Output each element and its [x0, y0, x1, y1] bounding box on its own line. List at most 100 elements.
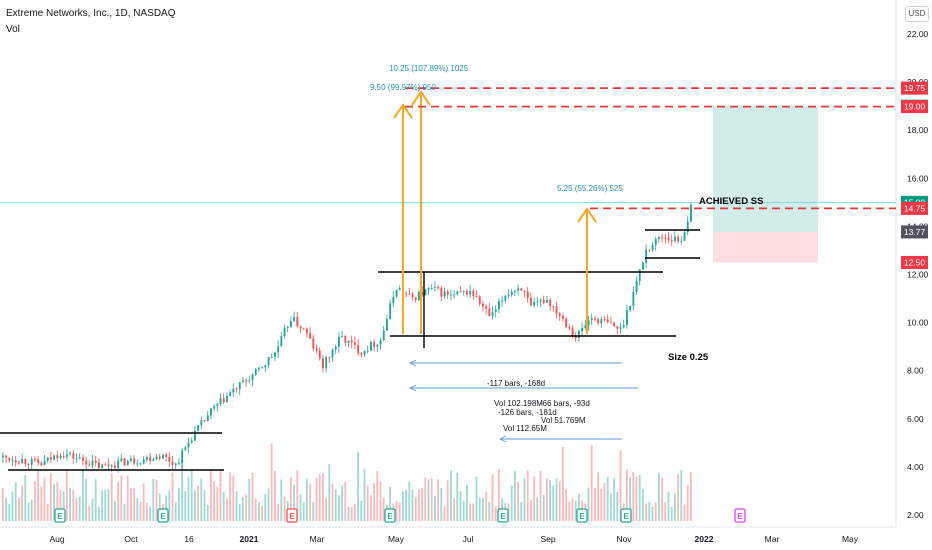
candle-body: [296, 317, 299, 327]
volume-bar: [376, 470, 379, 521]
volume-bar: [245, 494, 247, 521]
candle-body: [254, 369, 257, 375]
candle-body: [187, 442, 190, 448]
candle-body: [238, 381, 241, 390]
time-tick-label: Aug: [49, 534, 64, 544]
volume-bar: [85, 478, 87, 521]
bars-text-2: -66 bars, -93d: [540, 399, 590, 408]
candle-body: [658, 237, 660, 239]
candle-body: [446, 291, 449, 295]
size-label: Size 0.25: [668, 352, 709, 363]
candle-body: [459, 291, 462, 293]
candle-body: [261, 367, 264, 369]
volume-bar: [283, 496, 286, 521]
candle-body: [427, 288, 430, 290]
candle-body: [88, 464, 91, 466]
candle-body: [363, 350, 366, 355]
earnings-marker-box: [620, 508, 632, 523]
candle-body: [107, 464, 110, 467]
price-badge-label: 19.75: [904, 83, 926, 93]
candle-body: [91, 460, 94, 466]
volume-bar: [242, 497, 244, 521]
volume-bar: [546, 478, 548, 521]
candle-body: [360, 353, 363, 355]
candle-body: [574, 335, 577, 338]
volume-bar: [277, 503, 279, 521]
volume-bar: [290, 476, 292, 521]
volume-bar: [427, 479, 430, 521]
candle-body: [408, 293, 411, 295]
volume-bar: [66, 470, 68, 521]
candle-body: [683, 232, 686, 241]
price-tick-label: 22.00: [907, 29, 929, 39]
volume-bar: [418, 489, 420, 521]
candle-body: [462, 291, 465, 293]
candle-body: [526, 291, 529, 298]
volume-bar: [18, 498, 20, 521]
candle-body: [309, 332, 312, 339]
volume-bar: [587, 487, 590, 521]
candle-body: [27, 463, 30, 465]
price-tick-label: 2.00: [907, 510, 924, 520]
candle-body: [331, 349, 334, 358]
volume-bar: [75, 498, 78, 521]
indicator-label[interactable]: Vol: [6, 24, 20, 35]
candle-body: [600, 319, 603, 324]
candle-body: [50, 457, 52, 460]
candle-body: [523, 290, 526, 292]
candle-body: [491, 311, 494, 317]
volume-bar: [360, 500, 363, 521]
candle-body: [56, 455, 59, 459]
volume-bar: [552, 485, 555, 521]
candle-body: [677, 236, 680, 242]
candle-body: [11, 460, 14, 462]
candle-body: [382, 330, 385, 341]
volume-bar: [62, 491, 65, 521]
candle-body: [482, 303, 484, 307]
candle-body: [194, 430, 196, 441]
candle-body: [155, 456, 158, 460]
candle-body: [101, 464, 104, 469]
volume-bar: [434, 496, 436, 521]
candle-body: [520, 288, 523, 291]
volume-bar: [40, 486, 43, 521]
volume-bar: [526, 470, 529, 521]
time-tick-label: Sep: [540, 534, 555, 544]
candle-body: [498, 301, 500, 310]
volume-bar: [520, 502, 523, 521]
volume-bar: [344, 481, 347, 521]
volume-bar: [53, 484, 55, 521]
volume-bar: [104, 489, 107, 521]
candle-body: [123, 458, 126, 466]
candle-body: [629, 305, 632, 311]
candle-body: [680, 240, 683, 242]
volume-bar: [309, 483, 311, 521]
bars-text-3: -126 bars, -181d: [498, 408, 557, 417]
candle-body: [293, 317, 296, 322]
volume-bar: [190, 469, 193, 521]
volume-bar: [357, 451, 359, 521]
candle-body: [642, 262, 644, 270]
candle-body: [379, 340, 382, 345]
candle-body: [62, 456, 65, 458]
candle-body: [590, 318, 593, 321]
price-tick-label: 12.00: [907, 270, 929, 280]
volume-bar: [34, 481, 36, 521]
volume-bar: [590, 445, 593, 521]
volume-bar: [152, 478, 155, 521]
candle-body: [78, 457, 81, 459]
volume-bar: [402, 491, 404, 521]
price-tick-label: 18.00: [907, 125, 929, 135]
price-tick-label: 10.00: [907, 318, 929, 328]
currency-button[interactable]: USD: [905, 6, 929, 22]
candle-body: [18, 462, 20, 464]
candle-body: [555, 306, 558, 314]
candle-body: [37, 459, 40, 463]
volume-bar: [533, 476, 535, 521]
candle-body: [648, 249, 651, 251]
candle-body: [578, 331, 580, 338]
volume-bar: [421, 488, 423, 521]
candle-body: [373, 342, 376, 347]
